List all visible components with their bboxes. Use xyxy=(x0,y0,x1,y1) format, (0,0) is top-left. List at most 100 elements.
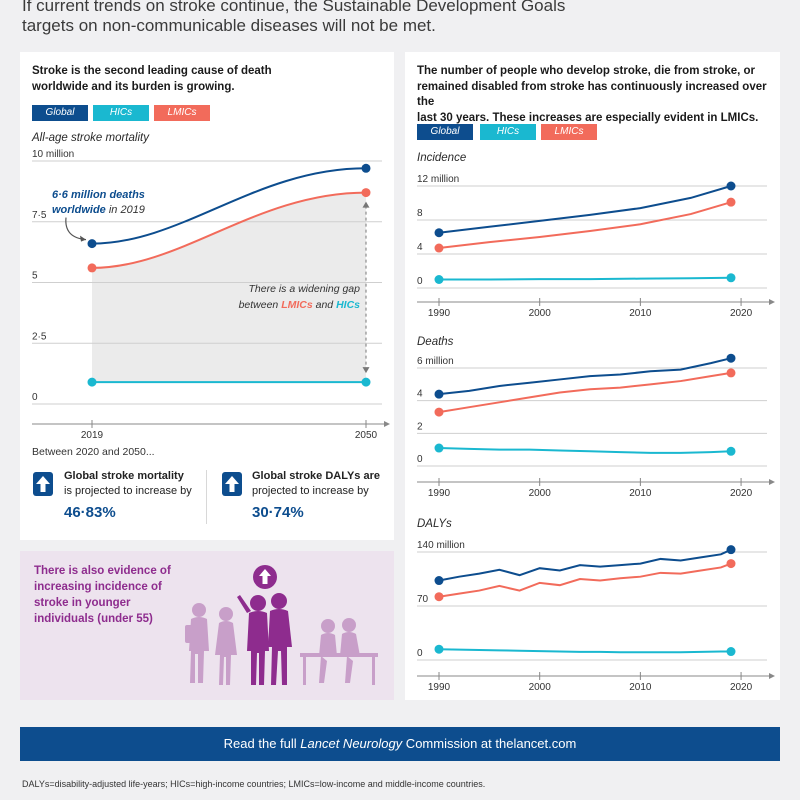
purple-line-4: individuals (under 55) xyxy=(34,613,153,625)
series-line-global xyxy=(438,185,732,234)
mortality-chart: 0 2·5 5 7·5 10 million 2019 2050 xyxy=(32,149,390,438)
stat1-line-2: is projected to increase by xyxy=(64,485,192,497)
up-arrow-icon xyxy=(222,472,242,496)
gap-note-line-2: between LMICs and HICs xyxy=(180,297,360,313)
right-title-line-2: remained disabled from stroke has contin… xyxy=(417,80,767,109)
stat1-line-1: Global stroke mortality xyxy=(64,469,192,484)
x-axis-arrow xyxy=(769,479,775,485)
y-tick-label: 140 million xyxy=(417,540,465,551)
widening-gap-area xyxy=(92,192,366,383)
annotation-bold-text: worldwide xyxy=(52,204,106,216)
stat-divider xyxy=(206,470,207,524)
dalys-chart: 0 70 140 million 1990 2000 2010 2020 xyxy=(417,540,775,692)
x-tick-label: 2019 xyxy=(81,430,104,438)
x-axis-arrow xyxy=(769,299,775,305)
gap-note-pre: between xyxy=(238,299,282,311)
x-tick-label: 2020 xyxy=(730,308,753,319)
y-tick-label: 70 xyxy=(417,594,429,605)
point-hics-start xyxy=(87,377,97,387)
young-person-icon xyxy=(185,603,209,683)
series-line-lmics xyxy=(91,191,367,269)
y-tick-label: 10 million xyxy=(32,149,74,160)
series-line-global xyxy=(438,548,732,582)
x-tick-label: 1990 xyxy=(428,308,451,319)
stat2-label-bold: Global stroke DALYs are xyxy=(252,470,380,482)
footnote: DALYs=disability-adjusted life-years; HI… xyxy=(22,779,486,789)
right-panel: The number of people who develop stroke,… xyxy=(405,52,780,700)
y-tick-label: 6 million xyxy=(417,356,454,367)
incidence-chart: 0 4 8 12 million 1990 2000 2010 2020 xyxy=(417,174,775,319)
purple-line-3: stroke in younger xyxy=(34,597,131,609)
banner-link-text[interactable]: Commission at thelancet.com xyxy=(402,736,577,751)
deaths-chart: 0 2 4 6 million 1990 2000 2010 2020 xyxy=(417,353,775,499)
x-tick-label: 1990 xyxy=(428,682,451,692)
stat1-label-bold: Global stroke mortality xyxy=(64,470,184,482)
x-tick-label: 2020 xyxy=(730,488,753,499)
dalys-chart-title: DALYs xyxy=(417,518,452,530)
x-tick-label: 2020 xyxy=(730,682,753,692)
read-commission-banner[interactable]: Read the full Lancet Neurology Commissio… xyxy=(20,727,780,761)
y-tick-label: 0 xyxy=(417,454,423,465)
point-global-start xyxy=(434,576,444,586)
point-lmics-start xyxy=(87,263,97,273)
point-global-start xyxy=(87,239,97,249)
point-hics-start xyxy=(434,275,444,284)
gap-note-and: and xyxy=(312,299,337,311)
point-lmics-end xyxy=(726,559,736,569)
header-line-1: If current trends on stroke continue, th… xyxy=(22,0,566,15)
y-tick-label: 4 xyxy=(417,242,423,253)
elderly-couple-on-bench-icon xyxy=(300,618,378,685)
incidence-chart-title: Incidence xyxy=(417,152,467,164)
stat-mortality-label: Global stroke mortality is projected to … xyxy=(64,469,192,499)
left-title-line-1: Stroke is the second leading cause of de… xyxy=(32,65,272,77)
x-tick-label: 2010 xyxy=(629,308,652,319)
point-hics-end xyxy=(726,647,736,657)
legend-lmics: LMICs xyxy=(541,124,597,140)
point-lmics-start xyxy=(434,243,444,253)
y-tick-label: 2 xyxy=(417,421,423,432)
series-line-lmics xyxy=(438,201,732,250)
young-person-icon xyxy=(215,607,237,685)
people-illustration xyxy=(185,565,378,685)
stat-dalys-label: Global stroke DALYs are projected to inc… xyxy=(252,469,380,499)
point-lmics-start xyxy=(434,407,444,417)
point-hics-end xyxy=(361,377,371,387)
left-title-line-2: worldwide and its burden is growing. xyxy=(32,80,235,93)
purple-line-2: increasing incidence of xyxy=(34,581,162,593)
point-global-start xyxy=(434,389,444,399)
point-global-start xyxy=(434,228,444,238)
mortality-chart-subtitle: All-age stroke mortality xyxy=(32,132,149,144)
annotation-line-2: worldwide in 2019 xyxy=(52,203,145,218)
gap-arrow-head-bottom xyxy=(362,367,370,374)
point-hics-start xyxy=(434,644,444,654)
point-global-end xyxy=(361,163,371,173)
mortality-annotation: 6·6 million deaths worldwide in 2019 xyxy=(52,188,145,218)
right-title-line-1: The number of people who develop stroke,… xyxy=(417,65,756,77)
deaths-chart-title: Deaths xyxy=(417,336,454,348)
point-hics-start xyxy=(434,443,444,453)
y-tick-label: 4 xyxy=(417,389,423,400)
annotation-pointer xyxy=(65,217,87,241)
gap-arrow-head-top xyxy=(362,201,370,208)
point-global-end xyxy=(726,353,736,363)
y-tick-label: 0 xyxy=(32,392,38,403)
right-panel-title: The number of people who develop stroke,… xyxy=(417,64,780,126)
point-lmics-end xyxy=(361,188,371,198)
y-tick-label: 7·5 xyxy=(32,210,47,221)
gap-note-line-1: There is a widening gap xyxy=(248,283,361,295)
point-global-end xyxy=(726,181,736,191)
annotation-line-1: 6·6 million deaths xyxy=(52,189,145,201)
right-title-line-3: last 30 years. These increases are espec… xyxy=(417,111,759,124)
point-lmics-end xyxy=(726,368,736,378)
up-arrow-circle-icon xyxy=(253,565,277,589)
annotation-rest-text: in 2019 xyxy=(105,204,145,216)
series-line-lmics xyxy=(438,562,732,598)
younger-incidence-text: There is also evidence of increasing inc… xyxy=(34,563,171,627)
point-lmics-end xyxy=(726,197,736,207)
page-header: If current trends on stroke continue, th… xyxy=(22,0,782,36)
annotation-pointer-head xyxy=(80,235,86,242)
legend-hics: HICs xyxy=(93,105,149,121)
y-tick-label: 12 million xyxy=(417,174,459,185)
y-tick-label: 8 xyxy=(417,208,423,219)
purple-line-1: There is also evidence of xyxy=(34,565,171,577)
